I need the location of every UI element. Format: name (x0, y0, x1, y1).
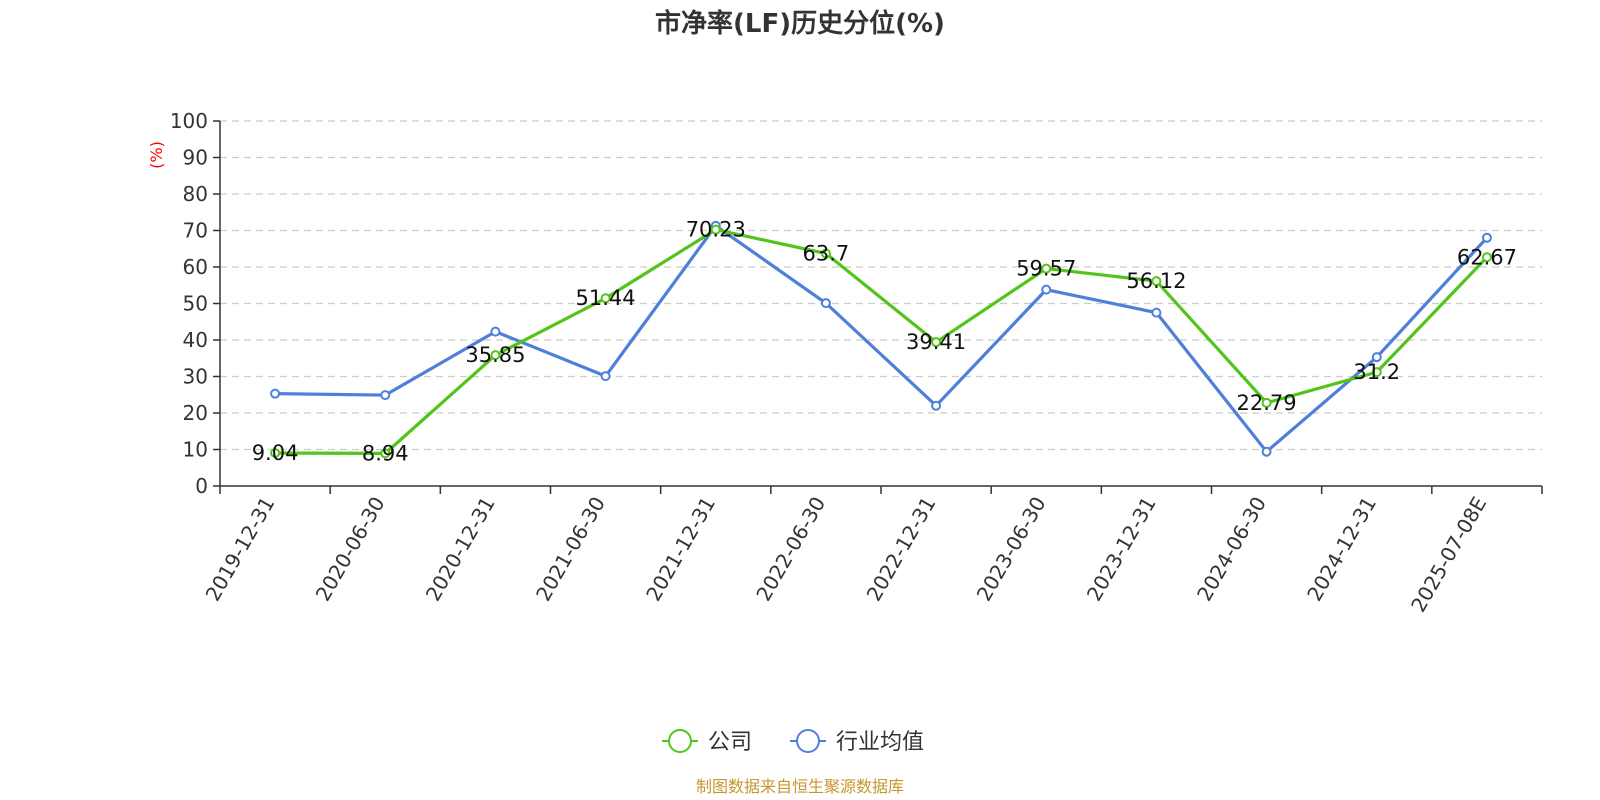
data-point-行业均值[interactable] (600, 371, 611, 382)
legend-marker-公司 (668, 729, 692, 753)
x-tick-label: 2021-12-31 (641, 493, 720, 606)
x-tick-label: 2021-06-30 (531, 493, 610, 606)
x-tick-label: 2025-07-08E (1406, 493, 1491, 617)
legend[interactable]: 公司 行业均值 (662, 729, 924, 755)
legend-marker-行业均值 (796, 729, 820, 753)
y-tick-label: 80 (183, 182, 208, 206)
data-source-note: 制图数据来自恒生聚源数据库 (696, 777, 904, 796)
x-tick-label: 2023-12-31 (1082, 493, 1161, 606)
data-label: 70.23 (686, 218, 746, 242)
data-label: 62.67 (1457, 245, 1517, 269)
data-label: 22.79 (1237, 391, 1297, 415)
data-point-公司[interactable] (1261, 397, 1272, 408)
data-label: 56.12 (1126, 269, 1186, 293)
data-point-公司[interactable] (270, 448, 281, 459)
data-point-行业均值[interactable] (931, 400, 942, 411)
y-tick-label: 50 (183, 292, 208, 316)
axes: 0 10 20 30 40 50 60 70 80 90 100 2019-12-31 2020-06-… (170, 109, 1543, 617)
data-label: 59.57 (1016, 257, 1076, 281)
y-tick-label: 90 (183, 146, 208, 170)
legend-label-公司[interactable]: 公司 (708, 730, 752, 755)
x-tick-label: 2020-06-30 (311, 493, 390, 606)
grid-lines (220, 120, 1542, 451)
x-tick-label: 2023-06-30 (972, 493, 1051, 606)
data-label: 9.04 (252, 441, 299, 465)
y-tick-label: 30 (183, 365, 208, 389)
x-tick-label: 2019-12-31 (201, 493, 280, 606)
data-point-行业均值[interactable] (1481, 232, 1492, 243)
data-point-公司[interactable] (1481, 252, 1492, 263)
data-label: 51.44 (576, 286, 636, 310)
data-point-行业均值[interactable] (1261, 446, 1272, 457)
y-tick-label: 0 (195, 474, 208, 498)
data-point-公司[interactable] (1371, 367, 1382, 378)
y-tick-label: 100 (170, 109, 208, 133)
data-label: 31.2 (1353, 360, 1400, 384)
x-tick-label: 2022-12-31 (862, 493, 941, 606)
series-line-公司 (275, 228, 1489, 455)
data-point-公司[interactable] (600, 293, 611, 304)
data-point-行业均值[interactable] (820, 298, 831, 309)
data-point-公司[interactable] (490, 350, 501, 361)
data-labels: 9.04 8.94 35.85 51.44 70.23 63.7 39.41 59.57 56.… (252, 218, 1517, 466)
data-point-公司[interactable] (1041, 263, 1052, 274)
data-label: 39.41 (906, 330, 966, 354)
series-lines (270, 220, 1492, 459)
data-point-公司[interactable] (931, 337, 942, 348)
data-point-行业均值[interactable] (1041, 284, 1052, 295)
data-point-公司[interactable] (820, 248, 831, 259)
y-tick-label: 70 (183, 219, 208, 243)
y-tick-label: 20 (183, 401, 208, 425)
y-tick-label: 40 (183, 328, 208, 352)
x-tick-label: 2024-12-31 (1302, 493, 1381, 606)
series-line-行业均值 (275, 224, 1489, 454)
data-label: 8.94 (362, 441, 409, 465)
data-point-公司[interactable] (380, 448, 391, 459)
y-tick-label: 60 (183, 255, 208, 279)
data-point-行业均值[interactable] (270, 388, 281, 399)
x-tick-label: 2024-06-30 (1192, 493, 1271, 606)
data-point-行业均值[interactable] (1371, 352, 1382, 363)
legend-label-行业均值[interactable]: 行业均值 (836, 730, 924, 755)
data-point-公司[interactable] (710, 224, 721, 235)
chart-title: 市净率(LF)历史分位(%) (655, 8, 945, 39)
y-tick-label: 10 (183, 438, 208, 462)
data-point-行业均值[interactable] (490, 326, 501, 337)
data-point-行业均值[interactable] (1151, 307, 1162, 318)
data-label: 63.7 (803, 241, 850, 265)
y-axis-unit-label: (%) (147, 141, 166, 169)
data-label: 35.85 (465, 343, 525, 367)
x-tick-label: 2020-12-31 (421, 493, 500, 606)
x-tick-label: 2022-06-30 (751, 493, 830, 606)
data-point-公司[interactable] (1151, 276, 1162, 287)
data-point-行业均值[interactable] (380, 390, 391, 401)
